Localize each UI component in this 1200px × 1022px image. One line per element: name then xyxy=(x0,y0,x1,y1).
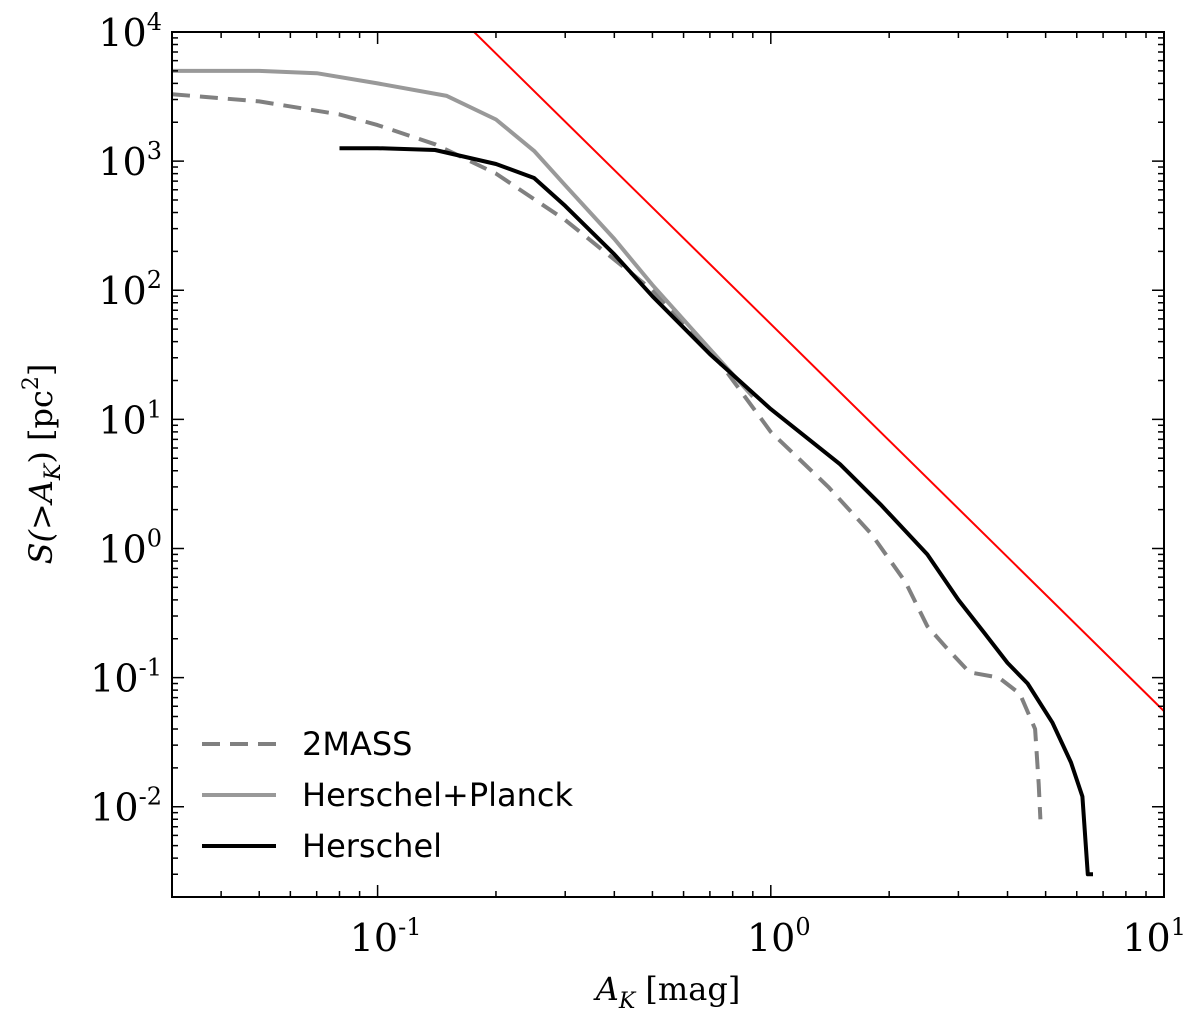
y-axis-close: ) xyxy=(22,451,60,463)
y-axis-label: S(>AK) [pc2] xyxy=(19,364,66,565)
y-axis-unit-close: ] xyxy=(22,364,60,376)
series-line-herschel-planck xyxy=(172,68,755,398)
x-axis-unit: [mag] xyxy=(645,970,740,1008)
y-axis-var: A xyxy=(22,480,60,506)
y-tick-label: 102 xyxy=(98,266,162,313)
y-tick-label: 100 xyxy=(98,524,162,571)
y-tick-label: 101 xyxy=(98,395,162,442)
y-axis-sup: 2 xyxy=(19,376,44,390)
x-axis-var: A xyxy=(593,970,619,1008)
series-line-2mass xyxy=(172,92,1043,820)
x-tick-label: 10-1 xyxy=(350,913,422,960)
legend-label-herschel: Herschel xyxy=(302,827,442,865)
svg-text:S(>AK) [pc2]: S(>AK) [pc2] xyxy=(19,364,66,565)
legend-label-2mass: 2MASS xyxy=(302,725,412,763)
y-tick-label: 10-2 xyxy=(90,783,162,830)
y-axis-unit: [pc xyxy=(22,390,60,441)
svg-text:AK [mag]: AK [mag] xyxy=(593,970,741,1014)
x-axis-sub: K xyxy=(618,989,637,1014)
legend-label-herschel-planck: Herschel+Planck xyxy=(302,776,574,814)
x-tick-label: 101 xyxy=(1122,913,1186,960)
y-axis-sub: K xyxy=(41,462,66,481)
plot-background xyxy=(172,32,1164,897)
series-line-herschel xyxy=(339,146,1093,877)
x-tick-label: 100 xyxy=(747,913,811,960)
series-line-reference-line xyxy=(473,32,1164,712)
x-axis-label: AK [mag] xyxy=(593,970,741,1014)
y-tick-label: 10-1 xyxy=(90,654,162,701)
y-tick-label: 104 xyxy=(98,8,162,55)
series-layer xyxy=(172,32,1164,877)
y-axis-func: S(> xyxy=(22,503,60,564)
ticks-layer: 10-1 100 101 104 103 102 101 100 10-1 10-2 xyxy=(90,8,1186,960)
plot-frame xyxy=(171,31,1165,898)
legend: 2MASS Herschel+Planck Herschel xyxy=(202,725,574,865)
y-tick-label: 103 xyxy=(98,137,162,184)
